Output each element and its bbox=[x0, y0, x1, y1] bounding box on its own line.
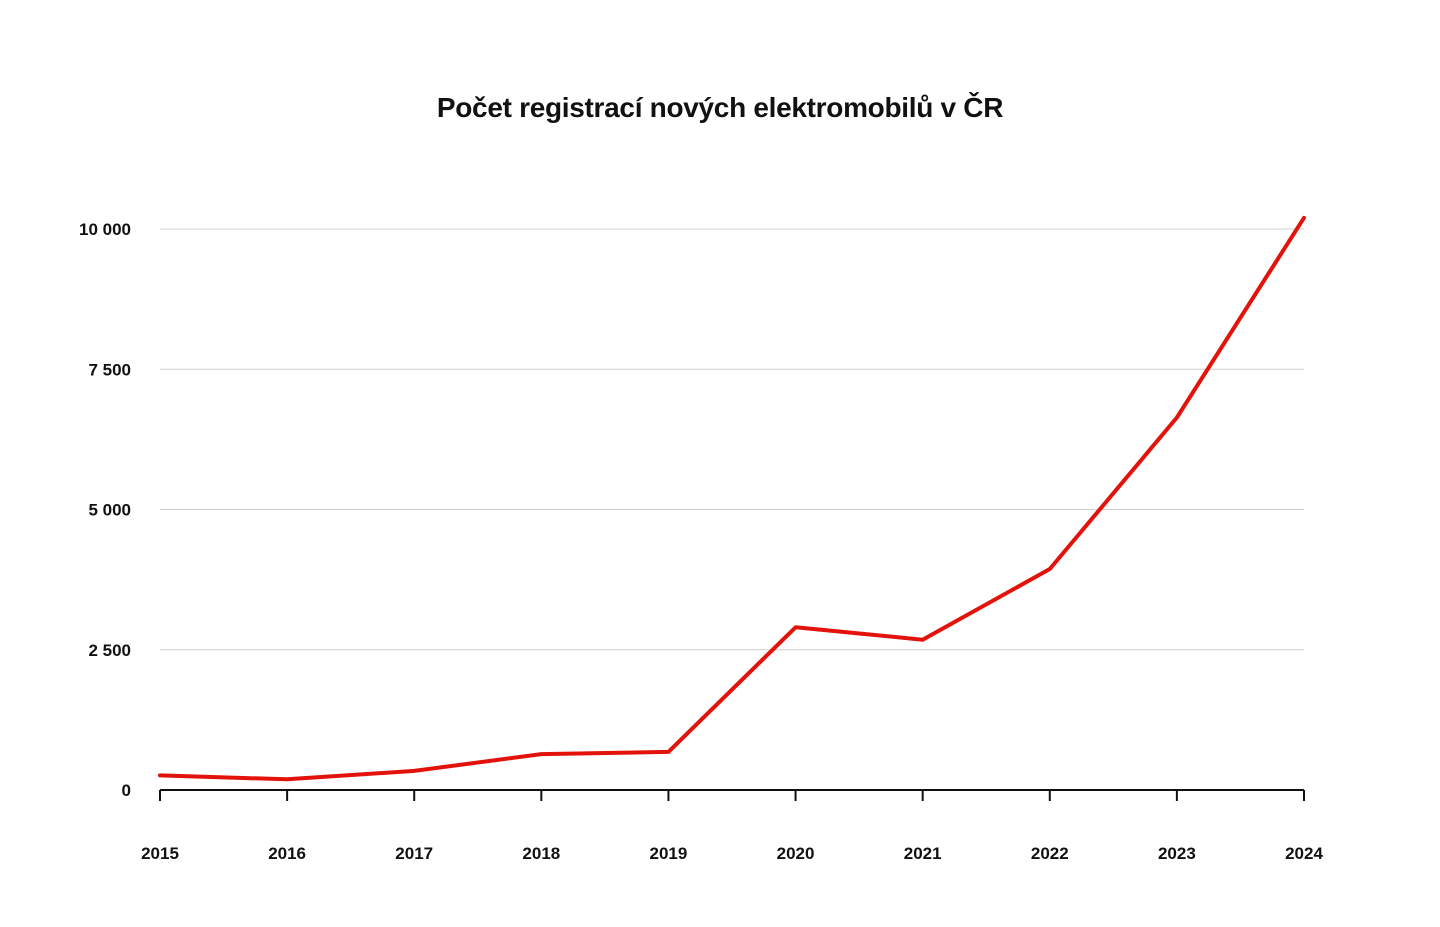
data-point bbox=[285, 777, 289, 781]
x-tick-label: 2020 bbox=[777, 844, 815, 863]
y-tick-label: 7 500 bbox=[88, 360, 131, 379]
data-point bbox=[666, 750, 670, 754]
y-axis-labels: 0 2 500 5 000 7 500 10 000 bbox=[79, 220, 131, 800]
x-tick-label: 2019 bbox=[650, 844, 688, 863]
x-tick-label: 2023 bbox=[1158, 844, 1196, 863]
chart-title: Počet registrací nových elektromobilů v … bbox=[436, 92, 1004, 123]
y-tick-label: 2 500 bbox=[88, 641, 131, 660]
x-axis: 2015 2016 2017 2018 2019 2020 2021 2022 2023 2024 bbox=[141, 789, 1323, 863]
gridlines bbox=[160, 228, 1304, 651]
y-tick-label: 0 bbox=[122, 781, 131, 800]
x-tick-label: 2018 bbox=[522, 844, 560, 863]
data-point bbox=[921, 638, 925, 642]
x-tick-label: 2016 bbox=[268, 844, 306, 863]
data-point bbox=[1302, 216, 1306, 220]
data-point bbox=[1175, 415, 1179, 419]
data-point bbox=[158, 773, 162, 777]
x-tick-label: 2024 bbox=[1285, 844, 1323, 863]
x-tick-label: 2015 bbox=[141, 844, 179, 863]
data-point bbox=[412, 769, 416, 773]
y-tick-label: 10 000 bbox=[79, 220, 131, 239]
y-tick-label: 5 000 bbox=[88, 501, 131, 520]
series-line bbox=[158, 215, 1306, 782]
x-tick-label: 2021 bbox=[904, 844, 942, 863]
x-tick-label: 2022 bbox=[1031, 844, 1069, 863]
data-point bbox=[1048, 567, 1052, 571]
data-point bbox=[794, 625, 798, 629]
data-point bbox=[539, 752, 543, 756]
series-layer bbox=[158, 215, 1306, 782]
x-tick-label: 2017 bbox=[395, 844, 433, 863]
